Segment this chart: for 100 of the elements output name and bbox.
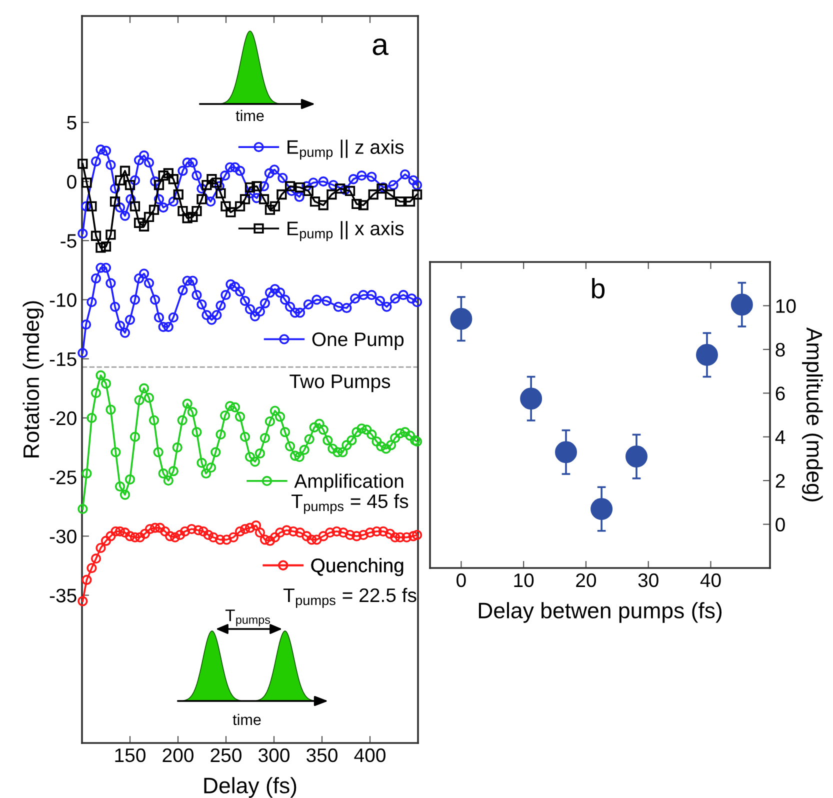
y-tick-label: 0 [67, 174, 76, 189]
point [240, 296, 250, 306]
point [130, 175, 140, 186]
point [178, 285, 188, 296]
point [284, 181, 296, 192]
point [158, 170, 168, 181]
y-axis-title: Rotation (mdeg) [22, 301, 44, 458]
point [302, 181, 312, 192]
point [408, 175, 418, 186]
point [290, 308, 300, 318]
x-axis-title: Delay (fs) [204, 777, 296, 798]
point [96, 262, 106, 273]
point [154, 312, 164, 323]
point [96, 144, 106, 155]
x-tick-label: 350 [306, 748, 338, 762]
point [264, 204, 276, 215]
point [244, 182, 256, 192]
point [134, 218, 144, 228]
point [124, 314, 136, 325]
point [196, 194, 207, 204]
point [90, 156, 102, 166]
x-tick-label: 30 [638, 573, 658, 588]
point [138, 221, 150, 232]
point [206, 314, 217, 325]
x-tick-label: 20 [576, 573, 596, 588]
point [106, 278, 116, 288]
point [202, 180, 212, 190]
point [158, 202, 168, 213]
point [394, 196, 406, 207]
point [188, 158, 198, 168]
point [163, 322, 174, 332]
y-tick-label: 5 [67, 116, 76, 130]
point [270, 201, 280, 212]
point [182, 213, 192, 224]
point [326, 189, 337, 200]
point [352, 198, 362, 210]
y-tick-label: -15 [50, 352, 76, 366]
point [144, 278, 154, 288]
point [258, 194, 270, 204]
point [138, 150, 150, 161]
point [696, 344, 718, 366]
point [82, 178, 92, 188]
x-tick-label: 0 [456, 573, 466, 588]
point [382, 302, 392, 312]
point [134, 155, 144, 166]
point [188, 276, 198, 286]
point [106, 230, 116, 240]
x-axis-title: Delay betwen pumps (fs) [478, 602, 722, 623]
y2-tick-label: 2 [776, 474, 785, 488]
point [404, 196, 416, 207]
point [114, 202, 126, 213]
point [310, 196, 320, 207]
point [100, 146, 112, 156]
point [106, 160, 116, 170]
point [226, 207, 236, 218]
point [206, 174, 217, 184]
point [216, 188, 226, 198]
y2-tick-label: 4 [775, 430, 786, 444]
x-tick-label: 400 [354, 748, 386, 762]
point [80, 201, 92, 212]
annotation: Two Pumps [290, 374, 390, 392]
point [366, 172, 377, 182]
point [350, 293, 360, 304]
point [148, 204, 160, 215]
point [150, 294, 160, 305]
point [334, 184, 346, 194]
x-tick-label: 40 [700, 573, 721, 588]
y-tick-label: -5 [60, 234, 76, 248]
point [342, 302, 352, 314]
point [178, 206, 188, 216]
point [168, 174, 178, 184]
legend-label: E$_{pump}$ || z axis [288, 140, 404, 160]
annotation: a [372, 38, 388, 56]
point [134, 273, 144, 284]
point [240, 194, 250, 204]
point [356, 170, 367, 181]
point [90, 230, 102, 241]
point [96, 242, 106, 253]
point [284, 302, 296, 312]
point [224, 162, 236, 172]
point [348, 174, 358, 184]
point [110, 184, 120, 194]
point [220, 170, 230, 181]
point [114, 175, 126, 186]
point [520, 388, 542, 410]
point [390, 293, 400, 304]
y-tick-label: -10 [50, 293, 76, 307]
point [158, 322, 168, 332]
point [250, 311, 260, 322]
point [406, 293, 417, 304]
point [138, 268, 150, 279]
y2-tick-label: 8 [776, 342, 785, 357]
point [340, 184, 350, 195]
point [412, 297, 422, 308]
point [322, 296, 332, 306]
point [86, 201, 97, 212]
point [730, 294, 753, 316]
x-tick-label: 200 [162, 748, 194, 762]
point [86, 297, 97, 308]
point [168, 312, 178, 323]
